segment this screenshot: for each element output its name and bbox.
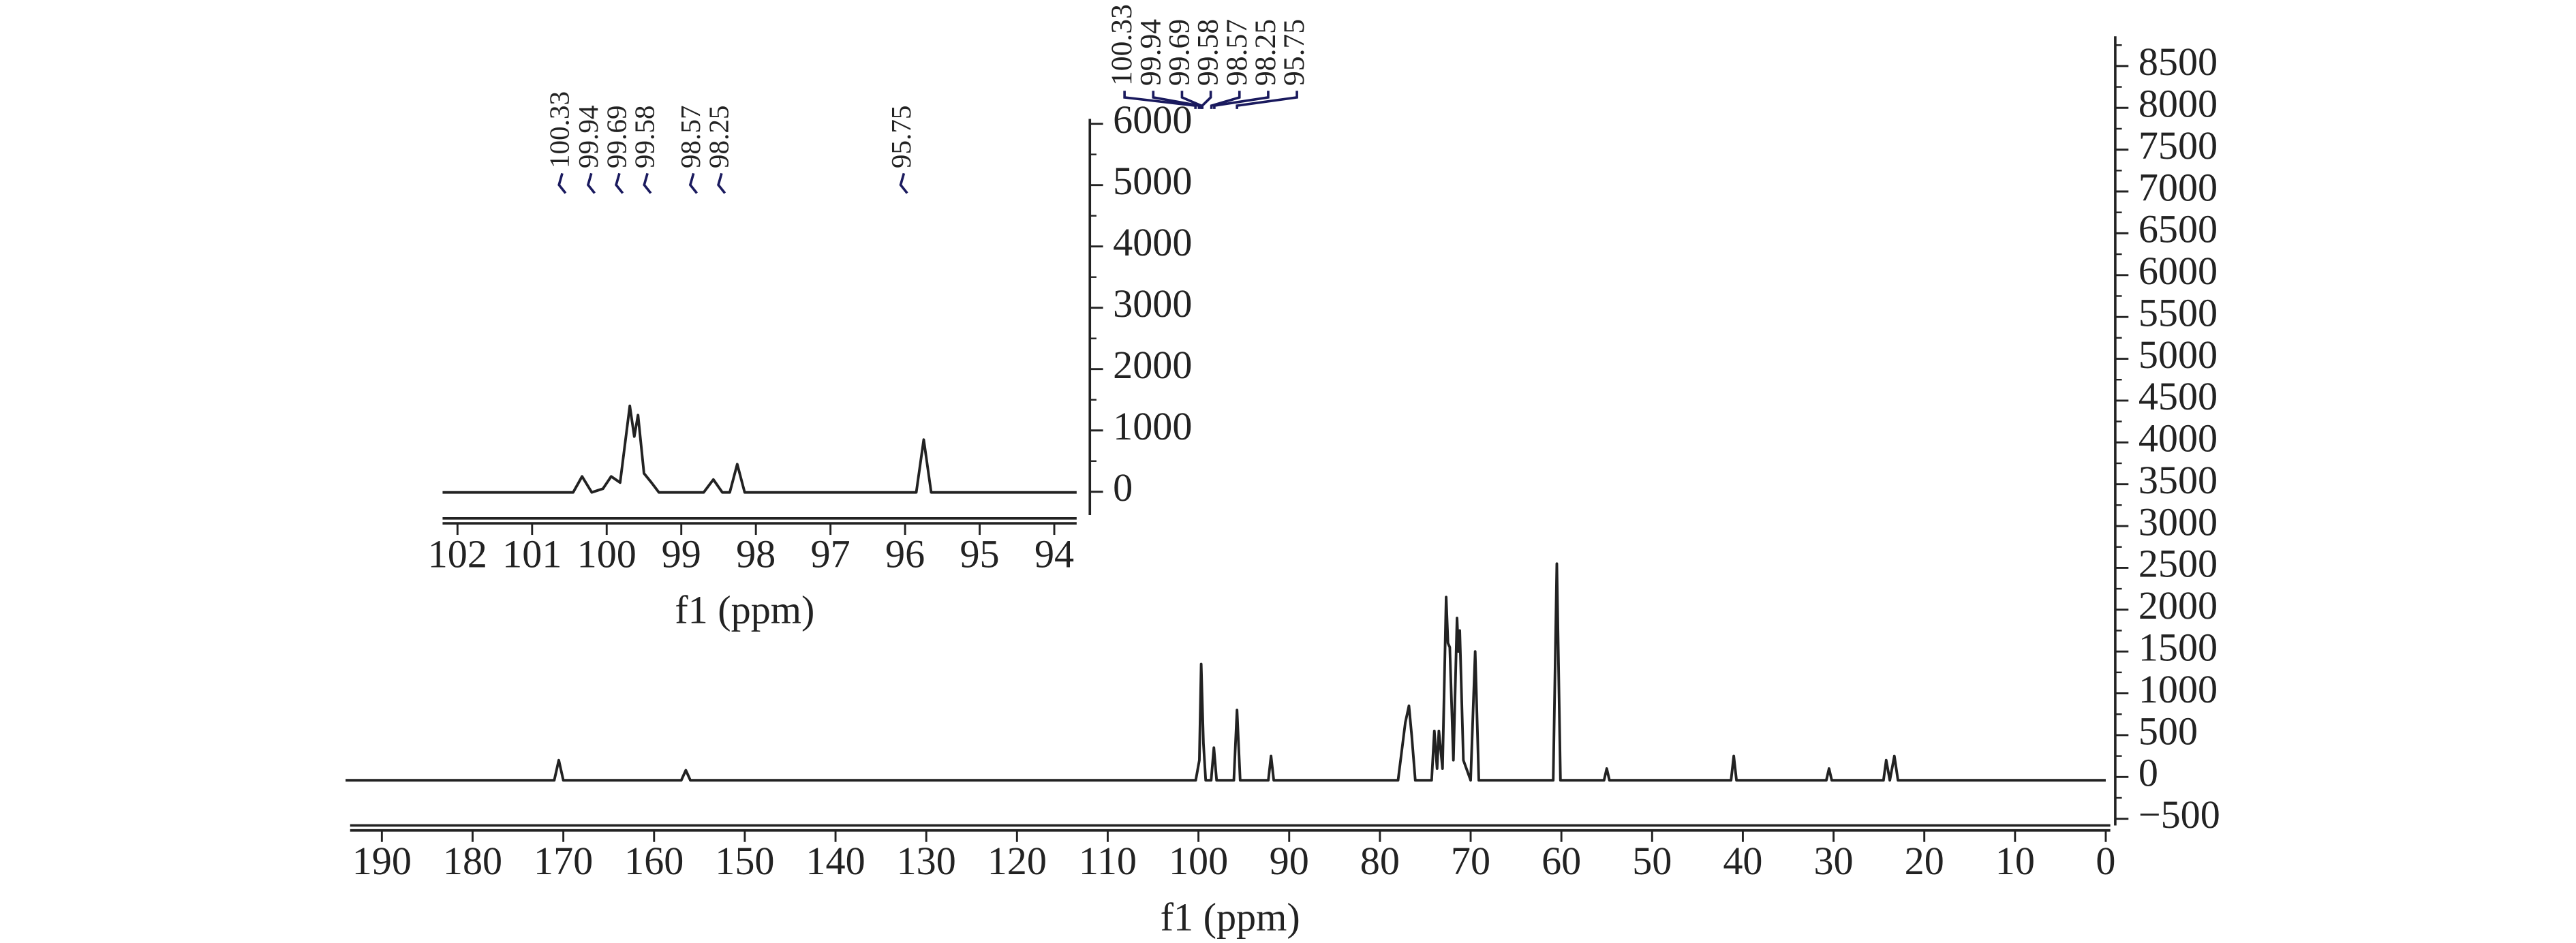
y-tick-label: 2500 (2138, 542, 2218, 586)
x-tick-label: 101 (502, 531, 562, 576)
peak-leader (557, 172, 567, 194)
y-tick-label: 8000 (2138, 82, 2218, 126)
x-tick-label: 102 (428, 531, 487, 576)
x-tick-label: 50 (1632, 839, 1672, 883)
x-tick-label: 160 (624, 839, 684, 883)
x-tick-label: 120 (987, 839, 1047, 883)
x-tick-label: 30 (1813, 839, 1853, 883)
peak-label: 98.57 (675, 105, 706, 168)
peak-label: 98.57 (1221, 19, 1253, 86)
peak-label: 99.94 (572, 105, 604, 168)
y-tick-label: 6000 (1113, 97, 1192, 142)
x-tick-label: 130 (897, 839, 956, 883)
peak-leader (615, 172, 624, 194)
y-tick-label: 3000 (1113, 281, 1192, 326)
x-tick-label: 110 (1079, 839, 1137, 883)
x-tick-label: 10 (1995, 839, 2035, 883)
peak-label: 95.75 (1278, 19, 1310, 86)
y-tick-label: 7000 (2138, 165, 2218, 209)
y-tick-label: 6000 (2138, 249, 2218, 293)
y-tick-label: 8500 (2138, 40, 2218, 84)
y-tick-label: 500 (2138, 709, 2198, 753)
x-tick-label: 97 (811, 531, 850, 576)
peak-label: 99.58 (1192, 19, 1225, 86)
x-tick-label: 96 (885, 531, 925, 576)
x-tick-label: 190 (352, 839, 412, 883)
peak-label: 100.33 (1105, 4, 1138, 86)
x-tick-label: 70 (1451, 839, 1490, 883)
x-tick-label: 100 (1169, 839, 1228, 883)
peak-label: 95.75 (885, 105, 917, 168)
y-tick-label: 4500 (2138, 374, 2218, 418)
peak-leader (1236, 91, 1298, 109)
x-tick-label: 170 (534, 839, 593, 883)
spectrum-line (442, 404, 1077, 494)
x-tick-label: 140 (806, 839, 865, 883)
y-tick-label: 5000 (2138, 333, 2218, 377)
x-tick-label: 180 (443, 839, 502, 883)
x-tick-label: 90 (1270, 839, 1309, 883)
x-axis-title: f1 (ppm) (675, 588, 814, 632)
y-tick-label: 1000 (2138, 667, 2218, 711)
peak-leader (643, 172, 652, 194)
x-tick-label: 20 (1905, 839, 1944, 883)
y-tick-label: 3000 (2138, 499, 2218, 544)
peak-leader (688, 172, 698, 194)
y-tick-label: 1000 (1113, 404, 1192, 448)
y-tick-label: 4000 (1113, 220, 1192, 264)
y-tick-label: 7500 (2138, 123, 2218, 168)
x-tick-label: 80 (1360, 839, 1400, 883)
x-tick-label: 100 (577, 531, 637, 576)
peak-label: 98.25 (1249, 19, 1282, 86)
x-tick-label: 150 (715, 839, 774, 883)
peak-leader (1213, 91, 1270, 109)
peak-label: 100.33 (544, 91, 575, 168)
peak-label: 99.69 (1163, 19, 1195, 86)
x-tick-label: 98 (736, 531, 776, 576)
x-tick-label: 60 (1542, 839, 1581, 883)
spectrum-line (346, 562, 2106, 782)
peak-leader (1210, 91, 1241, 109)
peak-label: 99.94 (1134, 19, 1167, 86)
peak-leader (717, 172, 726, 194)
y-tick-label: 5500 (2138, 290, 2218, 335)
x-axis-title: f1 (ppm) (1161, 895, 1300, 939)
peak-leader (1152, 91, 1201, 109)
y-tick-label: −500 (2138, 792, 2220, 837)
y-tick-label: 5000 (1113, 159, 1192, 203)
peak-leader (899, 172, 908, 194)
y-tick-label: 0 (1113, 465, 1133, 510)
y-tick-label: 6500 (2138, 207, 2218, 251)
x-tick-label: 94 (1034, 531, 1074, 576)
x-tick-label: 99 (662, 531, 701, 576)
peak-leader (586, 172, 596, 194)
peak-label: 98.25 (703, 105, 734, 168)
y-tick-label: 1500 (2138, 625, 2218, 670)
y-tick-label: 3500 (2138, 458, 2218, 502)
x-tick-label: 95 (960, 531, 999, 576)
y-tick-label: 4000 (2138, 416, 2218, 461)
peak-leader (1123, 91, 1197, 109)
y-tick-label: 2000 (2138, 583, 2218, 628)
y-tick-label: 0 (2138, 751, 2158, 795)
peak-label: 99.69 (600, 105, 632, 168)
peak-label: 99.58 (629, 105, 660, 168)
x-tick-label: 0 (2096, 839, 2115, 883)
y-tick-label: 2000 (1113, 343, 1192, 387)
peak-leader (1201, 91, 1212, 109)
x-tick-label: 40 (1723, 839, 1762, 883)
